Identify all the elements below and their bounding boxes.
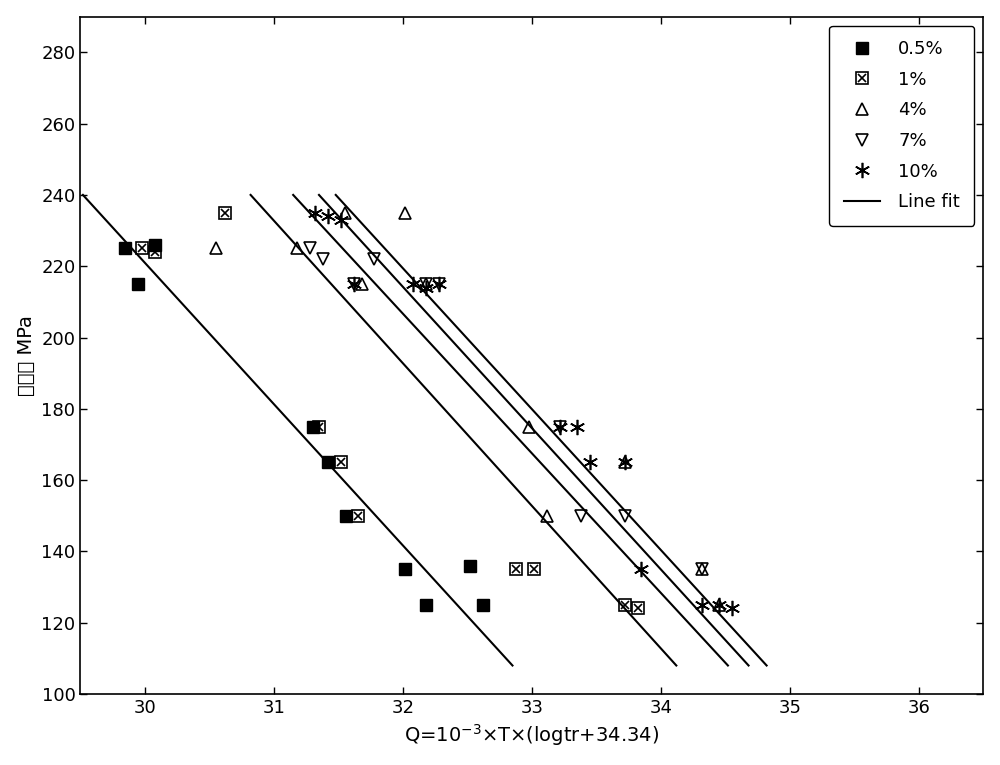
0.5%	[307, 422, 319, 431]
0.5%	[464, 561, 476, 570]
X-axis label: Q=10$^{-3}$$\times$T$\times$(logtr+34.34): Q=10$^{-3}$$\times$T$\times$(logtr+34.34…	[404, 722, 659, 748]
0.5%	[119, 244, 131, 253]
0.5%	[420, 601, 432, 610]
0.5%	[477, 601, 489, 610]
0.5%	[399, 565, 411, 574]
0.5%	[132, 279, 144, 288]
Line: 0.5%: 0.5%	[120, 239, 488, 610]
Legend: 0.5%, 1%, 4%, 7%, 10%, Line fit: 0.5%, 1%, 4%, 7%, 10%, Line fit	[829, 26, 974, 226]
0.5%	[340, 511, 352, 520]
0.5%	[149, 240, 161, 249]
Y-axis label: 应力， MPa: 应力， MPa	[17, 315, 36, 396]
0.5%	[322, 457, 334, 467]
